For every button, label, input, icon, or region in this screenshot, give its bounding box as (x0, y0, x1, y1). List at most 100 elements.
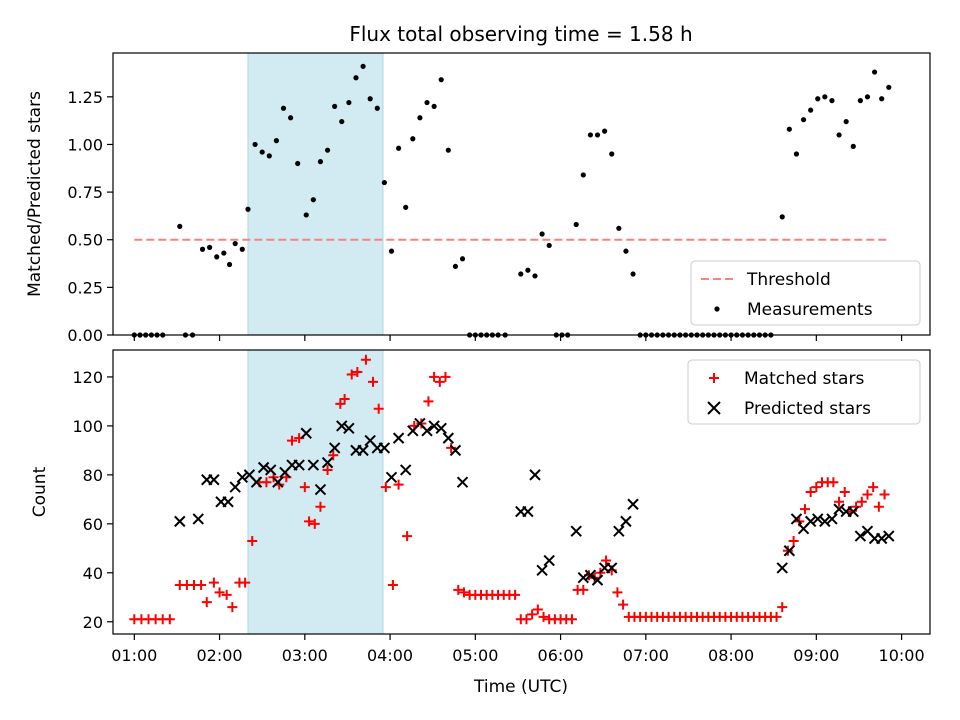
x-tick-label: 03:00 (282, 646, 328, 665)
data-point (854, 530, 867, 542)
data-point (307, 459, 320, 471)
data-point (221, 250, 227, 256)
data-point (245, 206, 251, 212)
data-point (591, 574, 604, 586)
data-point (239, 246, 245, 252)
data-point (250, 476, 263, 488)
data-point (226, 261, 233, 268)
data-point (843, 118, 849, 125)
data-point (864, 94, 871, 100)
data-point (601, 555, 612, 566)
data-point (815, 96, 821, 102)
data-point (214, 254, 220, 260)
data-point (315, 501, 326, 512)
data-point (321, 456, 334, 469)
data-point (295, 160, 301, 167)
data-point (288, 115, 294, 121)
data-point (623, 248, 629, 254)
x-tick-label: 04:00 (367, 646, 413, 665)
data-point (416, 418, 427, 429)
legend-label: Measurements (747, 300, 873, 320)
data-point (879, 489, 890, 500)
data-point (324, 147, 331, 153)
data-point (834, 496, 845, 507)
data-point (850, 143, 856, 149)
data-point (546, 242, 552, 249)
data-point (518, 271, 524, 277)
data-point (402, 531, 413, 542)
data-point (836, 132, 842, 138)
data-point (417, 115, 423, 121)
data-point (399, 464, 412, 476)
x-tick-label: 09:00 (793, 646, 839, 665)
data-point (374, 105, 380, 111)
data-point (174, 515, 186, 528)
legend-label: Threshold (746, 270, 831, 290)
data-point (449, 444, 462, 457)
data-point (287, 435, 298, 446)
data-point (538, 611, 549, 622)
data-point (328, 442, 341, 454)
data-point (871, 69, 878, 75)
y-tick-label: 20 (83, 613, 103, 632)
data-point (368, 376, 379, 387)
legend-label: Matched stars (744, 369, 864, 389)
data-point (431, 103, 437, 109)
data-point (788, 535, 799, 546)
data-point (822, 94, 828, 100)
data-point (799, 504, 810, 515)
data-point (786, 126, 792, 132)
data-point (459, 256, 466, 262)
data-point (580, 172, 586, 178)
data-point (410, 136, 416, 142)
legend: Matched stars Predicted stars (687, 359, 921, 425)
data-point (793, 151, 800, 157)
data-point (445, 147, 451, 153)
data-point (536, 564, 548, 577)
data-point (856, 496, 867, 507)
data-point (259, 149, 265, 155)
bottom-panel: 20 40 60 80 100 120 01:00 02:00 03:00 04:00 05:00 0… (30, 349, 931, 665)
y-tick-label: 0.50 (67, 231, 103, 250)
data-point (317, 159, 324, 165)
data-point (440, 371, 451, 382)
data-point (826, 513, 838, 525)
data-point (332, 103, 338, 109)
x-tick-label: 07:00 (623, 646, 669, 665)
legend-box (687, 359, 921, 425)
data-point (201, 597, 212, 608)
y-tick-label: 0.25 (67, 278, 103, 297)
y-tick-label: 80 (83, 466, 103, 485)
data-point (232, 240, 238, 247)
data-point (272, 476, 284, 488)
data-point (221, 589, 232, 600)
x-tick-label: 05:00 (452, 646, 498, 665)
data-point (805, 487, 816, 497)
data-point (300, 427, 312, 439)
legend: Threshold Measurements (690, 260, 921, 326)
data-point (352, 367, 363, 378)
data-point (207, 244, 213, 250)
data-point (360, 63, 366, 69)
data-point (458, 587, 469, 598)
data-point (240, 577, 251, 588)
data-point (266, 153, 272, 159)
data-point (252, 141, 258, 148)
highlight-band (247, 52, 384, 336)
data-point (192, 513, 204, 525)
legend-label: Predicted stars (744, 399, 871, 419)
data-point (812, 513, 824, 525)
data-point (839, 487, 850, 497)
data-point (532, 273, 538, 279)
x-tick-label: 08:00 (708, 646, 754, 665)
data-point (613, 525, 625, 537)
data-point (177, 223, 183, 229)
data-point (403, 204, 409, 210)
data-point (570, 525, 582, 537)
data-point (367, 96, 373, 102)
data-point (387, 580, 398, 591)
data-point (790, 513, 803, 525)
data-point (378, 442, 391, 454)
y-tick-label: 100 (72, 417, 103, 436)
